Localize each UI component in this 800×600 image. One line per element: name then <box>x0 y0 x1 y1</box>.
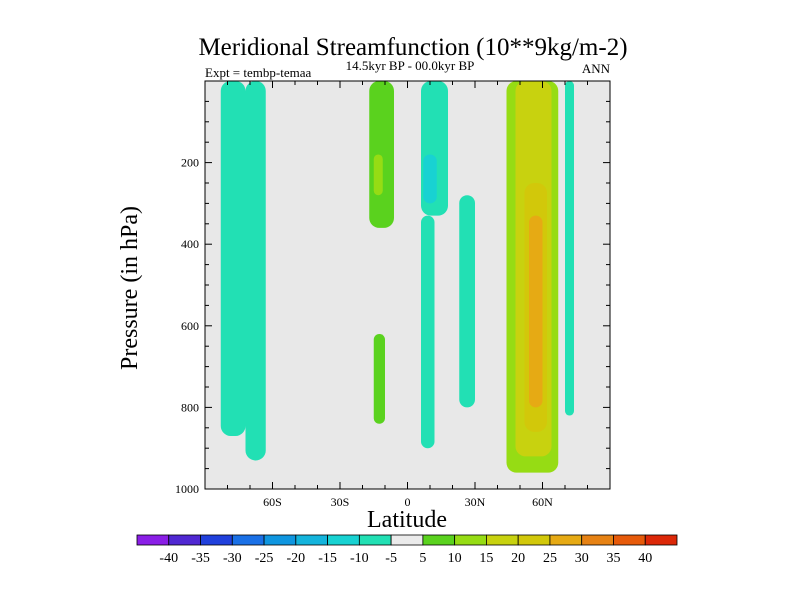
axis-ticks: 60S 30S 0 30N 60N 200 400 600 800 1000 <box>175 81 610 509</box>
season-label: ANN <box>582 61 611 76</box>
contour-tropical-positive-upper <box>369 81 394 228</box>
x-tick-label: 0 <box>405 495 411 509</box>
plot-frame <box>204 80 611 490</box>
x-tick-label: 60N <box>532 495 553 509</box>
colorbar-box <box>422 534 456 546</box>
contour-equatorial-negative-core <box>423 154 437 204</box>
colorbar-box <box>295 534 328 546</box>
colorbar-label: -10 <box>350 551 369 566</box>
y-tick-label: 800 <box>181 400 199 414</box>
colorbar-box <box>136 534 170 546</box>
colorbar-box <box>517 534 551 546</box>
colorbar-box <box>613 534 646 546</box>
chart-title: Meridional Streamfunction (10**9kg/m-2) <box>198 34 627 61</box>
colorbar-box <box>486 534 519 546</box>
colorbar-box <box>263 534 297 546</box>
chart-subtitle: 14.5kyr BP - 00.0kyr BP <box>346 58 475 73</box>
x-tick-label: 30N <box>465 495 486 509</box>
x-tick-label: 30S <box>331 495 350 509</box>
y-tick-label: 200 <box>181 156 199 170</box>
contour-regions <box>220 81 574 473</box>
y-tick-label: 1000 <box>175 482 199 496</box>
contour-nh-negative-column <box>459 195 475 408</box>
colorbar-box <box>200 534 233 546</box>
colorbar-box <box>358 534 392 546</box>
colorbar-label: -30 <box>223 551 242 566</box>
contour-sh-negative-cell-west <box>220 81 246 436</box>
y-tick-label: 600 <box>181 319 199 333</box>
colorbar: -40 -35 -30 -25 -20 -15 -10 -5 5 10 15 20 25 30 35 40 <box>136 534 678 566</box>
colorbar-box <box>549 534 583 546</box>
y-tick-label: 400 <box>181 237 199 251</box>
x-axis-label: Latitude <box>367 507 447 533</box>
experiment-label: Expt = tembp-temaa <box>205 65 311 80</box>
colorbar-box <box>581 534 614 546</box>
colorbar-label: -40 <box>159 551 178 566</box>
colorbar-label: 20 <box>511 551 525 566</box>
contour-nh-positive-core-25 <box>529 215 543 408</box>
colorbar-label: 30 <box>575 551 589 566</box>
contour-tropical-positive-lower <box>373 333 385 424</box>
x-tick-label: 60S <box>263 495 282 509</box>
colorbar-label: -15 <box>318 551 337 566</box>
contour-sh-negative-cell-east <box>245 81 266 461</box>
contour-nh-negative-upper-east <box>565 81 574 416</box>
colorbar-box <box>231 534 265 546</box>
colorbar-label: 35 <box>606 551 620 566</box>
colorbar-label: 25 <box>543 551 557 566</box>
contour-tropical-positive-core <box>373 154 383 196</box>
colorbar-box <box>454 534 487 546</box>
colorbar-box <box>327 534 360 546</box>
colorbar-label: -20 <box>286 551 305 566</box>
colorbar-box <box>390 534 424 546</box>
colorbar-box <box>168 534 201 546</box>
colorbar-label: -25 <box>255 551 274 566</box>
colorbar-label: 40 <box>638 551 652 566</box>
colorbar-label: -5 <box>385 551 397 566</box>
colorbar-label: -35 <box>191 551 210 566</box>
colorbar-label: 10 <box>448 551 462 566</box>
colorbar-box <box>644 534 678 546</box>
colorbar-label: 15 <box>479 551 493 566</box>
colorbar-label: 5 <box>419 551 426 566</box>
contour-equatorial-negative-column <box>421 215 435 449</box>
y-axis-label: Pressure (in hPa) <box>117 206 143 370</box>
